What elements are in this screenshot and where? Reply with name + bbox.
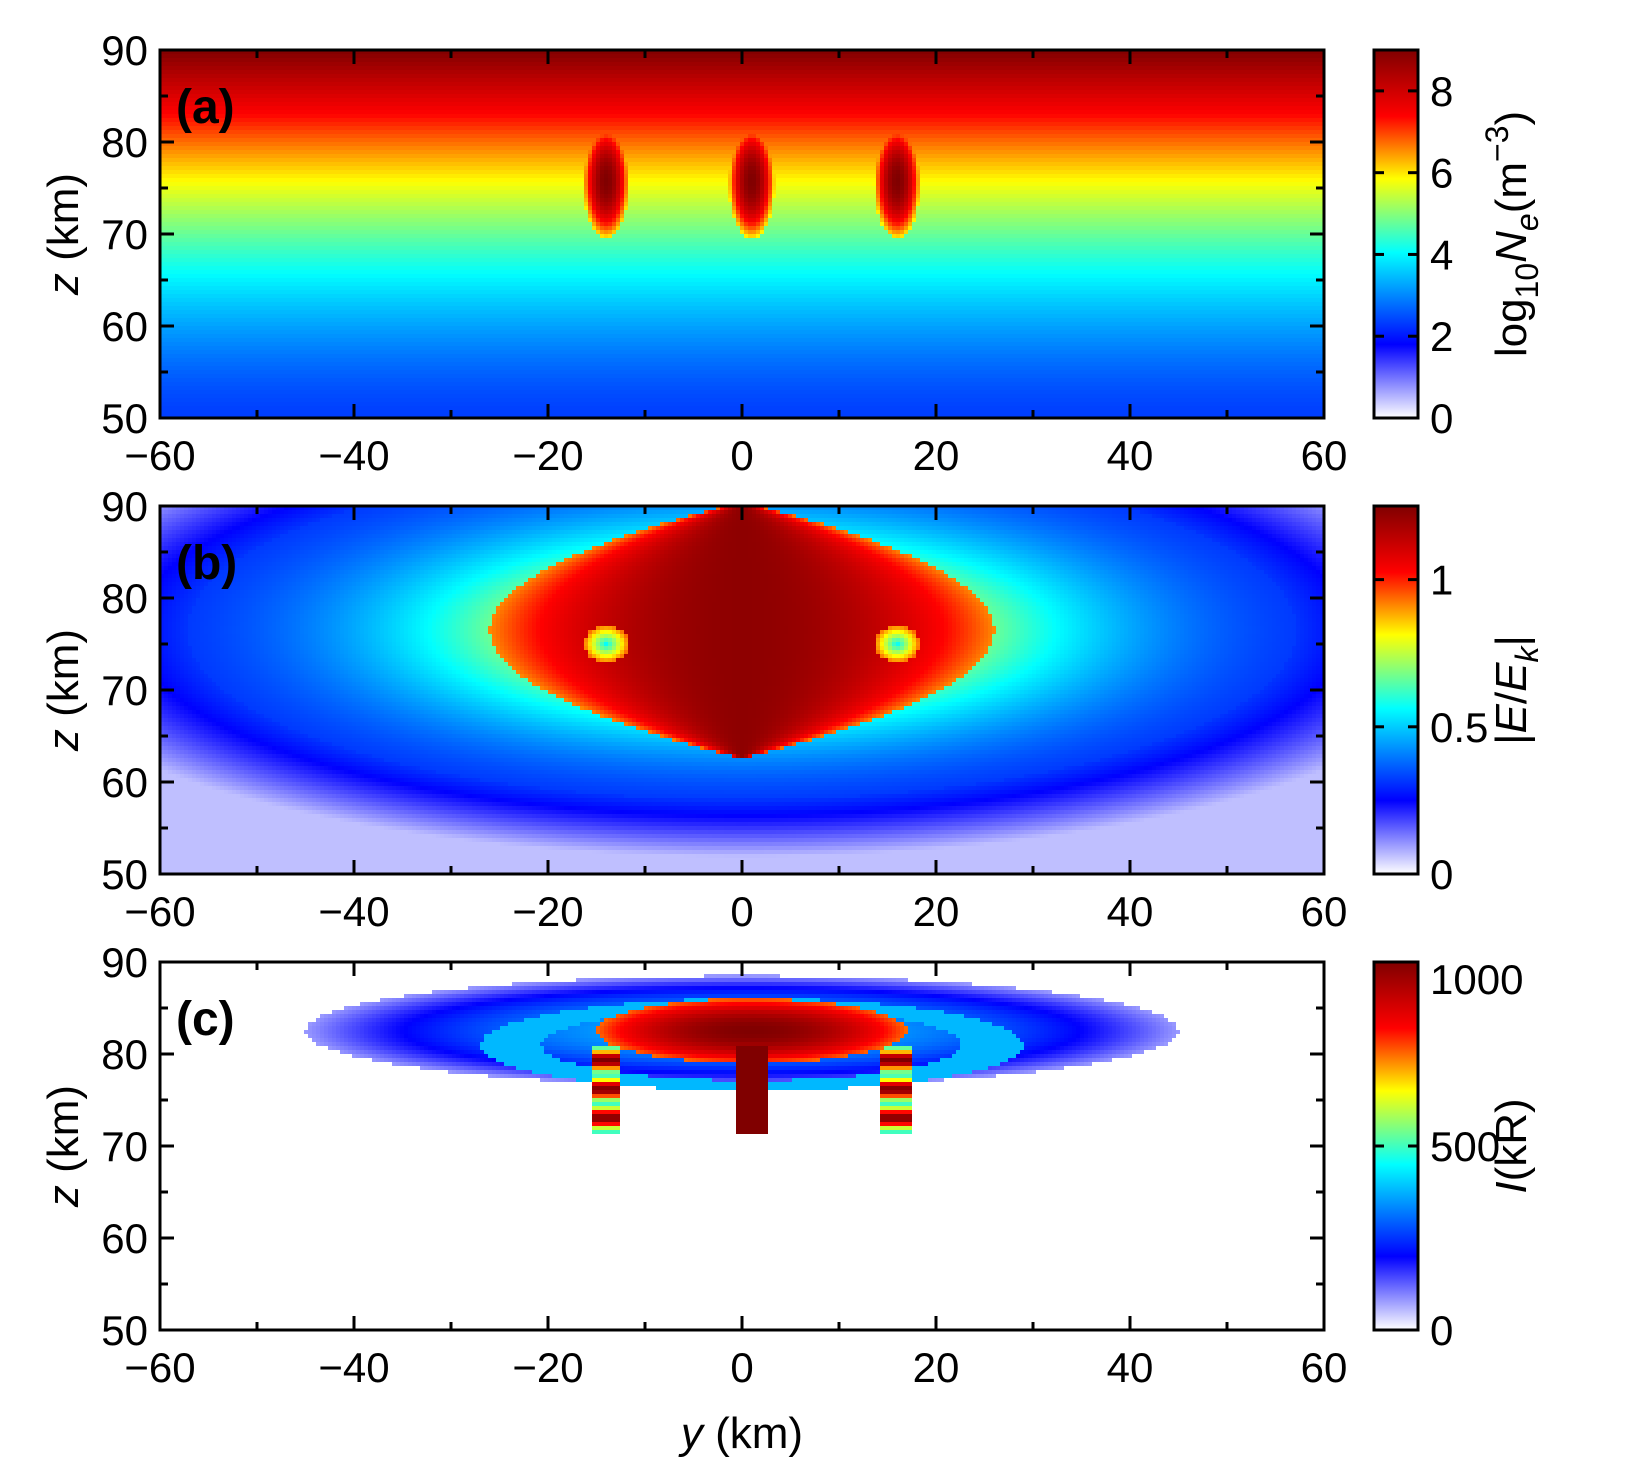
colorbar-tick-label: 0 — [1430, 1307, 1453, 1354]
x-tick-label: 60 — [1301, 432, 1348, 479]
panel-b-ticks: −60 −40 −20 0 20 40 60 50 60 70 80 90 — [101, 483, 1347, 935]
panel-c-heatmap-image — [160, 962, 1324, 1330]
colorbar-tick-label: 1 — [1430, 557, 1453, 604]
panel-a: −60 −40 −20 0 20 40 60 50 60 70 80 90 (a) z (km) 0 2… — [39, 27, 1545, 479]
y-tick-label: 50 — [101, 851, 148, 898]
x-tick-label: 20 — [913, 1344, 960, 1391]
colorbar-tick-label: 0 — [1430, 395, 1453, 442]
panel-a-ylabel: z (km) — [39, 173, 88, 296]
panel-b-colorbar — [1372, 504, 1420, 876]
panel-b-label: (b) — [176, 537, 237, 590]
x-tick-label: 20 — [913, 432, 960, 479]
y-tick-label: 50 — [101, 1307, 148, 1354]
x-tick-label: −40 — [318, 432, 389, 479]
y-tick-label: 50 — [101, 395, 148, 442]
y-tick-label: 90 — [101, 939, 148, 986]
panel-a-colorbar — [1372, 48, 1420, 420]
x-tick-label: 60 — [1301, 1344, 1348, 1391]
colorbar-tick-label: 4 — [1430, 231, 1453, 278]
x-tick-label: −20 — [512, 888, 583, 935]
x-tick-label: −60 — [124, 888, 195, 935]
panel-a-ticks: −60 −40 −20 0 20 40 60 50 60 70 80 90 — [101, 27, 1347, 479]
x-tick-label: −20 — [512, 432, 583, 479]
x-tick-label: 40 — [1107, 1344, 1154, 1391]
panel-c-colorbar-ticks: 0 500 1000 — [1374, 956, 1523, 1354]
y-tick-label: 60 — [101, 759, 148, 806]
x-tick-label: 20 — [913, 888, 960, 935]
y-tick-label: 70 — [101, 211, 148, 258]
x-axis-label: y (km) — [678, 1409, 803, 1458]
panel-c: −60 −40 −20 0 20 40 60 50 60 70 80 90 (c) z (km) 0 5… — [39, 939, 1536, 1391]
colorbar-tick-label: 1000 — [1430, 956, 1523, 1003]
panel-c-ylabel: z (km) — [39, 1085, 88, 1208]
x-tick-label: −40 — [318, 888, 389, 935]
panel-c-label: (c) — [176, 993, 235, 1046]
x-tick-label: 0 — [730, 888, 753, 935]
x-tick-label: 0 — [730, 432, 753, 479]
y-tick-label: 60 — [101, 1215, 148, 1262]
x-tick-label: −60 — [124, 1344, 195, 1391]
x-tick-label: −40 — [318, 1344, 389, 1391]
x-tick-label: 40 — [1107, 888, 1154, 935]
panel-a-colorbar-ticks: 0 2 4 6 8 — [1374, 68, 1453, 442]
panel-b-ylabel: z (km) — [39, 629, 88, 752]
y-tick-label: 90 — [101, 27, 148, 74]
y-tick-label: 60 — [101, 303, 148, 350]
x-tick-label: −60 — [124, 432, 195, 479]
y-tick-label: 80 — [101, 1031, 148, 1078]
panel-b-colorbar-label: |E/Ek| — [1487, 635, 1545, 745]
panel-a-colorbar-label: log10Ne(m−3) — [1479, 111, 1545, 357]
y-tick-label: 80 — [101, 575, 148, 622]
colorbar-tick-label: 2 — [1430, 313, 1453, 360]
y-tick-label: 70 — [101, 667, 148, 714]
panel-b-heatmap-image — [160, 506, 1324, 874]
x-tick-label: 60 — [1301, 888, 1348, 935]
panel-c-colorbar-label: I(kR) — [1487, 1098, 1536, 1193]
x-tick-label: 40 — [1107, 432, 1154, 479]
panel-b-colorbar-ticks: 00.51 — [1374, 557, 1488, 898]
panel-c-ticks: −60 −40 −20 0 20 40 60 50 60 70 80 90 — [101, 939, 1347, 1391]
panel-a-heatmap-image — [160, 50, 1324, 418]
panel-a-label: (a) — [176, 81, 235, 134]
y-tick-label: 80 — [101, 119, 148, 166]
colorbar-tick-label: 0.5 — [1430, 704, 1488, 751]
y-tick-label: 70 — [101, 1123, 148, 1170]
x-tick-label: −20 — [512, 1344, 583, 1391]
colorbar-tick-label: 8 — [1430, 68, 1453, 115]
x-tick-label: 0 — [730, 1344, 753, 1391]
y-tick-label: 90 — [101, 483, 148, 530]
colorbar-tick-label: 6 — [1430, 150, 1453, 197]
colorbar-tick-label: 500 — [1430, 1123, 1500, 1170]
colorbar-tick-label: 0 — [1430, 851, 1453, 898]
